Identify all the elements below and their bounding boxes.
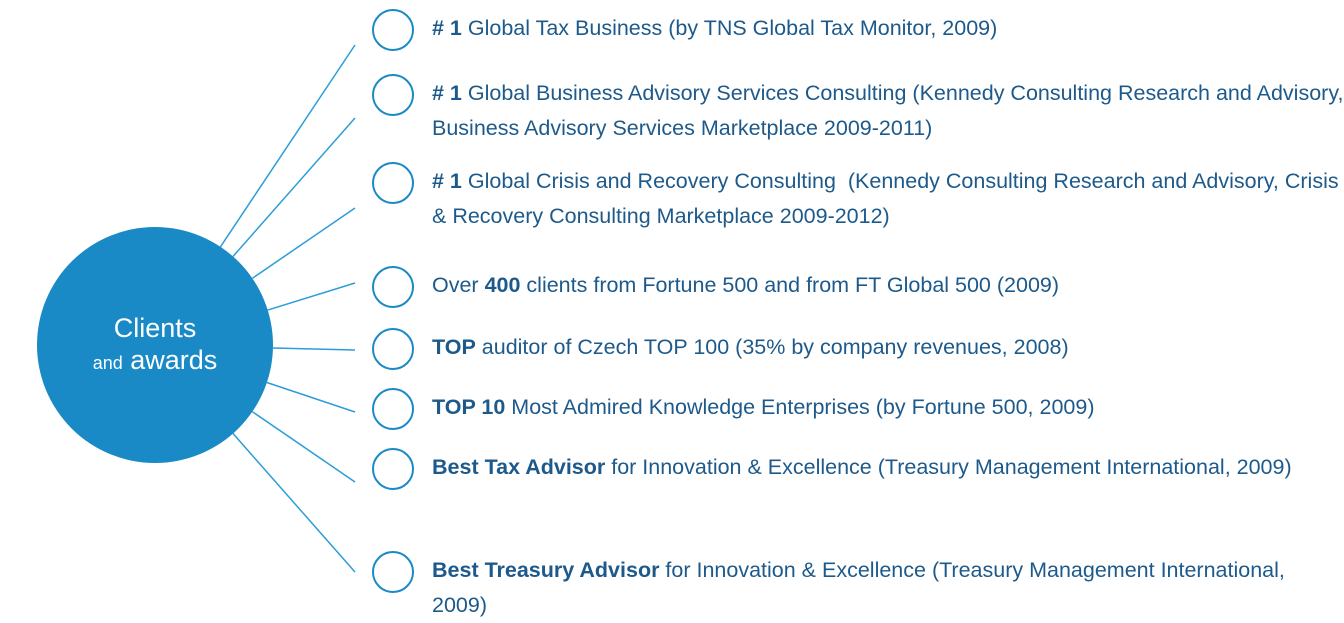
center-word: awards xyxy=(130,344,218,375)
award-text: TOP 10 Most Admired Knowledge Enterprise… xyxy=(432,390,1344,425)
connector xyxy=(272,347,356,351)
connector xyxy=(251,411,356,483)
text: for Innovation & Excellence (Treasury Ma… xyxy=(605,455,1292,479)
center-line1: Clients xyxy=(113,312,197,343)
text: for Innovation & Excellence (Treasury Ma… xyxy=(432,558,1291,617)
text: auditor of Czech TOP 100 (35% by company… xyxy=(475,335,1069,359)
bold-text: # 1 xyxy=(432,81,462,105)
bold-text: TOP 10 xyxy=(432,395,506,419)
connector xyxy=(219,44,356,248)
bullet xyxy=(372,551,414,593)
bullet xyxy=(372,388,414,430)
award-text: # 1 Global Crisis and Recovery Consultin… xyxy=(432,164,1344,234)
connector xyxy=(232,433,356,573)
bold-text: # 1 xyxy=(432,169,462,193)
text: Global Crisis and Recovery Consulting (K… xyxy=(432,169,1339,228)
text: Most Admired Knowledge Enterprises (by F… xyxy=(505,395,1095,419)
award-text: # 1 Global Tax Business (by TNS Global T… xyxy=(432,11,1344,46)
connector xyxy=(251,207,356,279)
bold-text: TOP xyxy=(432,335,476,359)
award-text: Best Treasury Advisor for Innovation & E… xyxy=(432,553,1344,623)
connector xyxy=(267,282,356,311)
text: Over xyxy=(432,273,485,297)
bullet xyxy=(372,74,414,116)
connector xyxy=(266,381,356,413)
connector xyxy=(232,117,356,257)
bullet xyxy=(372,448,414,490)
award-text: TOP auditor of Czech TOP 100 (35% by com… xyxy=(432,330,1344,365)
center-small: and xyxy=(92,352,123,373)
award-text: Over 400 clients from Fortune 500 and fr… xyxy=(432,268,1344,303)
text: Global Tax Business (by TNS Global Tax M… xyxy=(461,16,998,40)
center-circle xyxy=(37,227,273,463)
award-text: # 1 Global Business Advisory Services Co… xyxy=(432,76,1344,146)
bullet xyxy=(372,9,414,51)
bullet xyxy=(372,162,414,204)
text: clients from Fortune 500 and from FT Glo… xyxy=(520,273,1060,297)
center-line2: and awards xyxy=(93,344,218,379)
text: Global Business Advisory Services Consul… xyxy=(432,81,1344,140)
bullet xyxy=(372,328,414,370)
bold-text: 400 xyxy=(484,273,521,297)
bold-text: Best Treasury Advisor xyxy=(432,558,660,582)
award-text: Best Tax Advisor for Innovation & Excell… xyxy=(432,450,1344,485)
center-label: Clients and awards xyxy=(37,227,273,463)
bullet xyxy=(372,266,414,308)
bold-text: Best Tax Advisor xyxy=(432,455,606,479)
bold-text: # 1 xyxy=(432,16,462,40)
